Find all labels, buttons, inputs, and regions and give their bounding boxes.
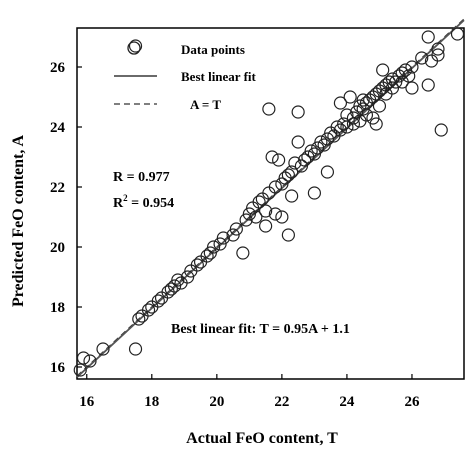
y-tick-label: 22 [50,180,65,196]
data-point [164,282,178,296]
data-point [96,342,110,356]
x-tick-label: 26 [404,394,420,410]
data-point [200,249,214,263]
data-point [346,117,361,131]
data-point [259,204,273,218]
data-points-series [73,27,465,377]
legend-label-identity: A = T [190,97,221,112]
data-point [330,120,344,134]
data-point [320,165,335,179]
y-tick-label: 18 [50,300,65,316]
data-point [268,207,282,221]
data-point [372,99,387,113]
data-point [340,108,354,122]
data-point [128,39,143,53]
data-point [333,96,348,110]
data-point [314,135,328,149]
data-point [252,195,266,209]
data-point [151,294,165,308]
legend-marker-data-points [127,41,141,55]
y-tick-label: 16 [50,360,66,376]
x-axis-title: Actual FeO content, T [186,430,338,447]
data-point [229,222,243,236]
data-point [415,51,429,65]
data-point [421,30,435,44]
data-point [307,186,322,200]
data-point [298,153,312,167]
data-point [249,210,263,224]
data-point [76,351,91,365]
data-point [421,78,435,92]
data-point [206,240,221,254]
data-point [272,153,286,167]
y-tick-label: 24 [50,120,66,136]
data-point [337,117,351,131]
data-point [356,93,370,107]
data-point [431,42,445,56]
data-point [190,258,204,272]
data-point [288,156,302,170]
data-point [236,246,250,260]
data-point [281,168,295,182]
x-tick-label: 24 [339,394,355,410]
stat-r: R = 0.977 [113,170,170,185]
data-point [291,135,305,149]
data-point [259,219,273,233]
data-point [369,117,383,131]
legend: Data points Best linear fit A = T [114,41,257,112]
x-tick-label: 18 [144,394,159,410]
data-point [395,66,409,80]
y-tick-label: 26 [50,60,66,76]
x-tick-label: 20 [209,394,224,410]
data-point [405,60,419,74]
data-point [450,27,465,41]
data-point [268,180,282,194]
legend-label-best-fit: Best linear fit [181,69,257,84]
data-point [141,303,156,317]
data-point [281,228,295,242]
data-point [132,312,146,326]
axis-ticks: 16 18 20 22 24 26 16 18 20 22 24 26 [50,60,420,410]
y-axis-title: Predicted FeO content, A [10,135,27,308]
data-point [285,189,299,203]
data-point [291,105,305,119]
data-point [128,342,143,356]
data-point [285,165,299,179]
data-point [359,108,374,122]
data-point [83,354,97,368]
data-point [262,102,276,116]
x-tick-label: 22 [274,394,289,410]
data-point [385,72,400,86]
data-point [265,150,279,164]
data-point [304,144,318,158]
data-point [434,123,448,137]
x-tick-label: 16 [79,394,95,410]
plot-area-frame [76,27,465,380]
data-point [216,231,230,245]
stat-r-squared: R2 = 0.954 [113,193,174,211]
legend-label-data-points: Data points [181,42,245,57]
data-point [275,210,289,224]
y-tick-label: 20 [50,240,65,256]
data-point [73,363,87,377]
data-point [405,81,419,95]
data-point [171,273,185,287]
data-point [431,48,445,62]
data-point [343,90,357,104]
data-point [376,63,390,77]
fit-equation-annotation: Best linear fit: T = 0.95A + 1.1 [171,322,350,337]
data-point [402,69,416,83]
